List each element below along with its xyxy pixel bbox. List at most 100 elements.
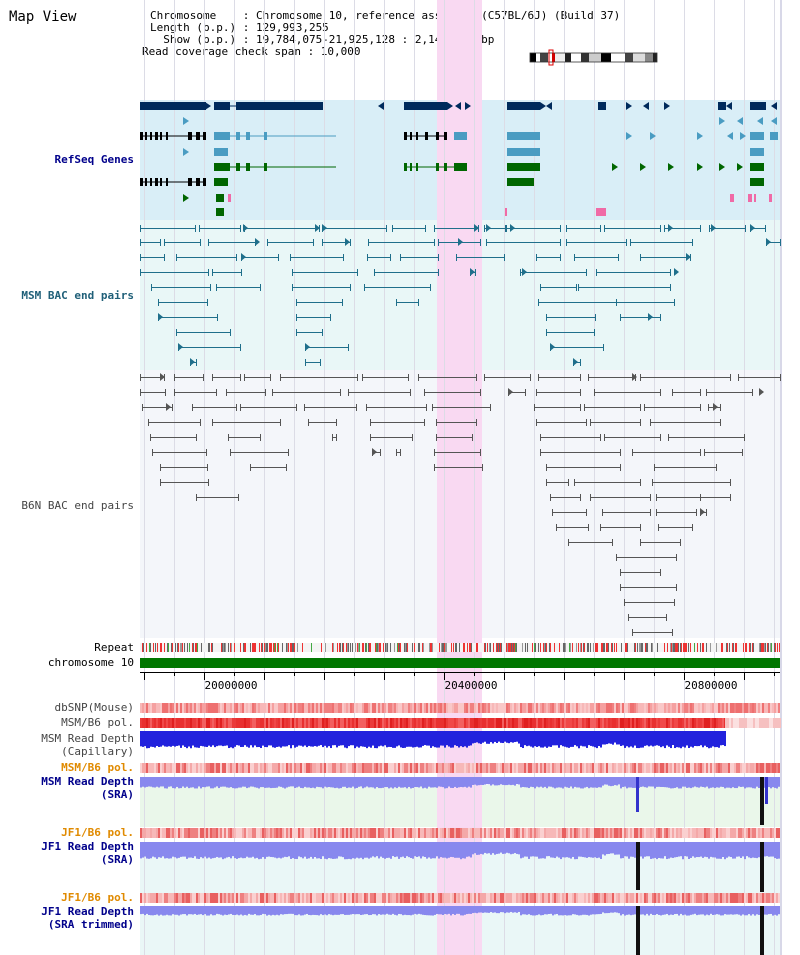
refseq-genes-track[interactable]: [140, 102, 778, 216]
msm-capillary-depth: [358, 731, 360, 748]
msm-sra-depth: [510, 777, 512, 786]
jf1-sra-depth: [574, 842, 576, 860]
msm-pol-cell: [180, 718, 182, 728]
msm-sra-pol-cell: [464, 763, 466, 773]
dbsnp-cell: [414, 703, 416, 713]
msm-capillary-depth: [568, 731, 570, 748]
msm-capillary-depth: [184, 731, 186, 747]
msm-capillary-depth: [446, 731, 448, 746]
jf1-trim-depth: [306, 906, 308, 914]
repeat-element: [342, 643, 343, 652]
dbsnp-cell: [300, 703, 302, 713]
gene-arrow: [205, 102, 211, 110]
track-label-msm-depth-capillary[interactable]: MSM Read Depth (Capillary): [41, 732, 134, 758]
dbsnp-cell: [570, 703, 572, 713]
msm-pol-cell: [318, 718, 320, 728]
jf1-trim-depth: [142, 906, 144, 914]
msm-pol-cell: [398, 718, 400, 728]
msm-capillary-depth: [196, 731, 198, 748]
b6n-bac-track[interactable]: [140, 373, 781, 636]
dbsnp-cell: [176, 703, 178, 713]
dbsnp-cell: [408, 703, 410, 713]
jf1-pol-cell: [318, 828, 320, 838]
dbsnp-cell: [262, 703, 264, 713]
jf1-trim-depth: [464, 906, 466, 915]
polymorphism-depth-tracks[interactable]: [140, 703, 781, 955]
jf1-sra-depth: [334, 842, 336, 859]
jf1-trim-pol-cell: [342, 893, 344, 903]
msm-pol-cell: [394, 718, 396, 728]
msm-sra-depth: [642, 777, 644, 787]
jf1-sra-depth: [708, 842, 710, 859]
jf1-sra-depth: [152, 842, 154, 857]
jf1-pol-cell: [150, 828, 152, 838]
jf1-trim-pol-cell: [242, 893, 244, 903]
jf1-trim-pol-cell: [338, 893, 340, 903]
jf1-pol-cell: [182, 828, 184, 838]
jf1-sra-depth: [724, 842, 726, 860]
repeat-element: [230, 643, 231, 652]
dbsnp-cell: [246, 703, 248, 713]
msm-capillary-depth: [298, 731, 300, 746]
msm-sra-pol-cell: [650, 763, 652, 773]
msm-pol-cell: [514, 718, 516, 728]
dbsnp-cell: [550, 703, 552, 713]
jf1-sra-depth: [688, 842, 690, 859]
repeat-element: [362, 643, 363, 652]
msm-capillary-depth: [680, 731, 682, 749]
msm-bac-track[interactable]: [140, 224, 781, 366]
track-label-jf1-pol-trimmed[interactable]: JF1/B6 pol.: [61, 891, 134, 904]
msm-sra-depth: [340, 777, 342, 789]
jf1-sra-depth: [560, 842, 562, 860]
msm-sra-depth: [464, 777, 466, 787]
jf1-trim-depth: [568, 906, 570, 916]
track-label-msm-bac[interactable]: MSM BAC end pairs: [21, 289, 134, 302]
track-label-jf1-depth-trimmed[interactable]: JF1 Read Depth (SRA trimmed): [41, 905, 134, 931]
msm-pol-cell: [402, 718, 404, 728]
jf1-sra-depth: [484, 842, 486, 853]
track-label-repeat[interactable]: Repeat: [94, 641, 134, 654]
jf1-pol-cell: [434, 828, 436, 838]
msm-pol-cell: [154, 718, 156, 728]
msm-sra-depth: [592, 777, 594, 788]
jf1-sra-depth: [722, 842, 724, 858]
jf1-trim-depth: [360, 906, 362, 916]
coverage-span-info: Read coverage check span : 10,000: [142, 45, 361, 58]
msm-sra-pol-cell: [162, 763, 164, 773]
jf1-sra-depth: [684, 842, 686, 857]
msm-sra-pol-cell: [682, 763, 684, 773]
jf1-trim-depth: [516, 906, 518, 913]
track-label-jf1-pol[interactable]: JF1/B6 pol.: [61, 826, 134, 839]
chromosome-ideogram[interactable]: [529, 49, 658, 66]
track-label-msm-depth-sra[interactable]: MSM Read Depth (SRA): [41, 775, 134, 801]
jf1-trim-pol-cell: [754, 893, 756, 903]
msm-sra-depth: [402, 777, 404, 788]
track-label-msm-pol[interactable]: MSM/B6 pol.: [61, 716, 134, 729]
msm-sra-depth: [570, 777, 572, 787]
jf1-trim-depth: [592, 906, 594, 915]
repeat-element: [774, 643, 775, 652]
msm-capillary-depth: [470, 731, 472, 746]
jf1-trim-pol-cell: [418, 893, 420, 903]
msm-sra-depth: [462, 777, 464, 788]
msm-sra-depth: [722, 777, 724, 787]
chromosome-bar[interactable]: [140, 658, 780, 668]
jf1-trim-depth: [256, 906, 258, 916]
dbsnp-cell: [352, 703, 354, 713]
msm-sra-depth: [720, 777, 722, 787]
repeat-element: [182, 643, 183, 652]
track-label-msm-pol-sra[interactable]: MSM/B6 pol.: [61, 761, 134, 774]
track-label-refseq[interactable]: RefSeq Genes: [54, 153, 134, 166]
track-label-jf1-depth-sra[interactable]: JF1 Read Depth (SRA): [41, 840, 134, 866]
dbsnp-cell: [722, 703, 724, 713]
dbsnp-cell: [156, 703, 158, 713]
msm-pol-cell: [482, 718, 484, 728]
track-label-chromosome[interactable]: chromosome 10: [47, 656, 134, 669]
gene-exon: [718, 102, 726, 110]
track-label-b6n-bac[interactable]: B6N BAC end pairs: [21, 499, 134, 512]
jf1-trim-pol-cell: [566, 893, 568, 903]
repeat-track[interactable]: [140, 643, 780, 652]
track-label-dbsnp[interactable]: dbSNP(Mouse): [54, 701, 134, 714]
msm-sra-pol-cell: [726, 763, 728, 773]
